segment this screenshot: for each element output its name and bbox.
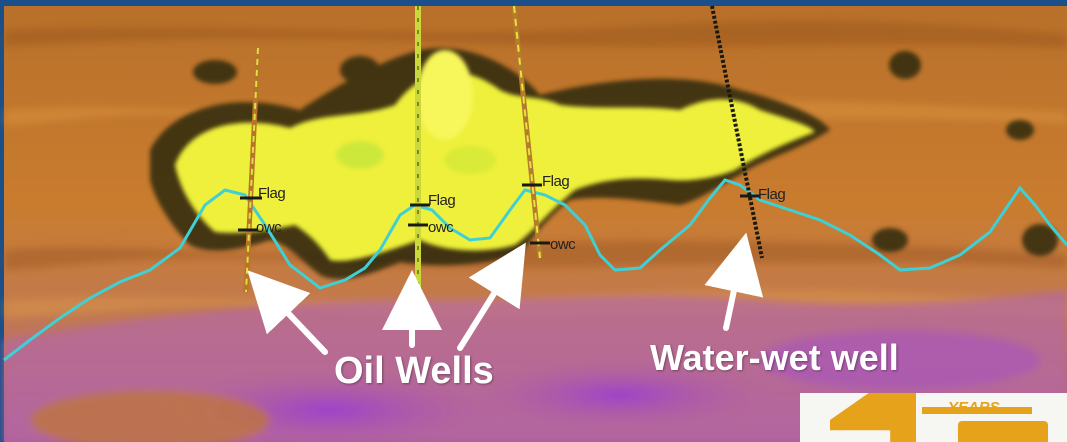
owc-label: owc (256, 219, 281, 236)
owc-label: owc (550, 236, 575, 253)
logo-wordmark-shape (958, 421, 1048, 442)
flag-label: Flag (258, 185, 285, 202)
water-wet-well-label: Water-wet well (650, 337, 899, 379)
company-logo: YEARS (800, 393, 1067, 442)
logo-years-text: YEARS (948, 399, 1000, 416)
flag-label: Flag (428, 192, 455, 209)
logo-numeral-shape (830, 393, 916, 442)
seismic-panel (4, 6, 1067, 442)
owc-label: owc (428, 219, 453, 236)
flag-label: Flag (542, 173, 569, 190)
flag-label: Flag (758, 186, 785, 203)
oil-wells-label: Oil Wells (334, 350, 494, 393)
